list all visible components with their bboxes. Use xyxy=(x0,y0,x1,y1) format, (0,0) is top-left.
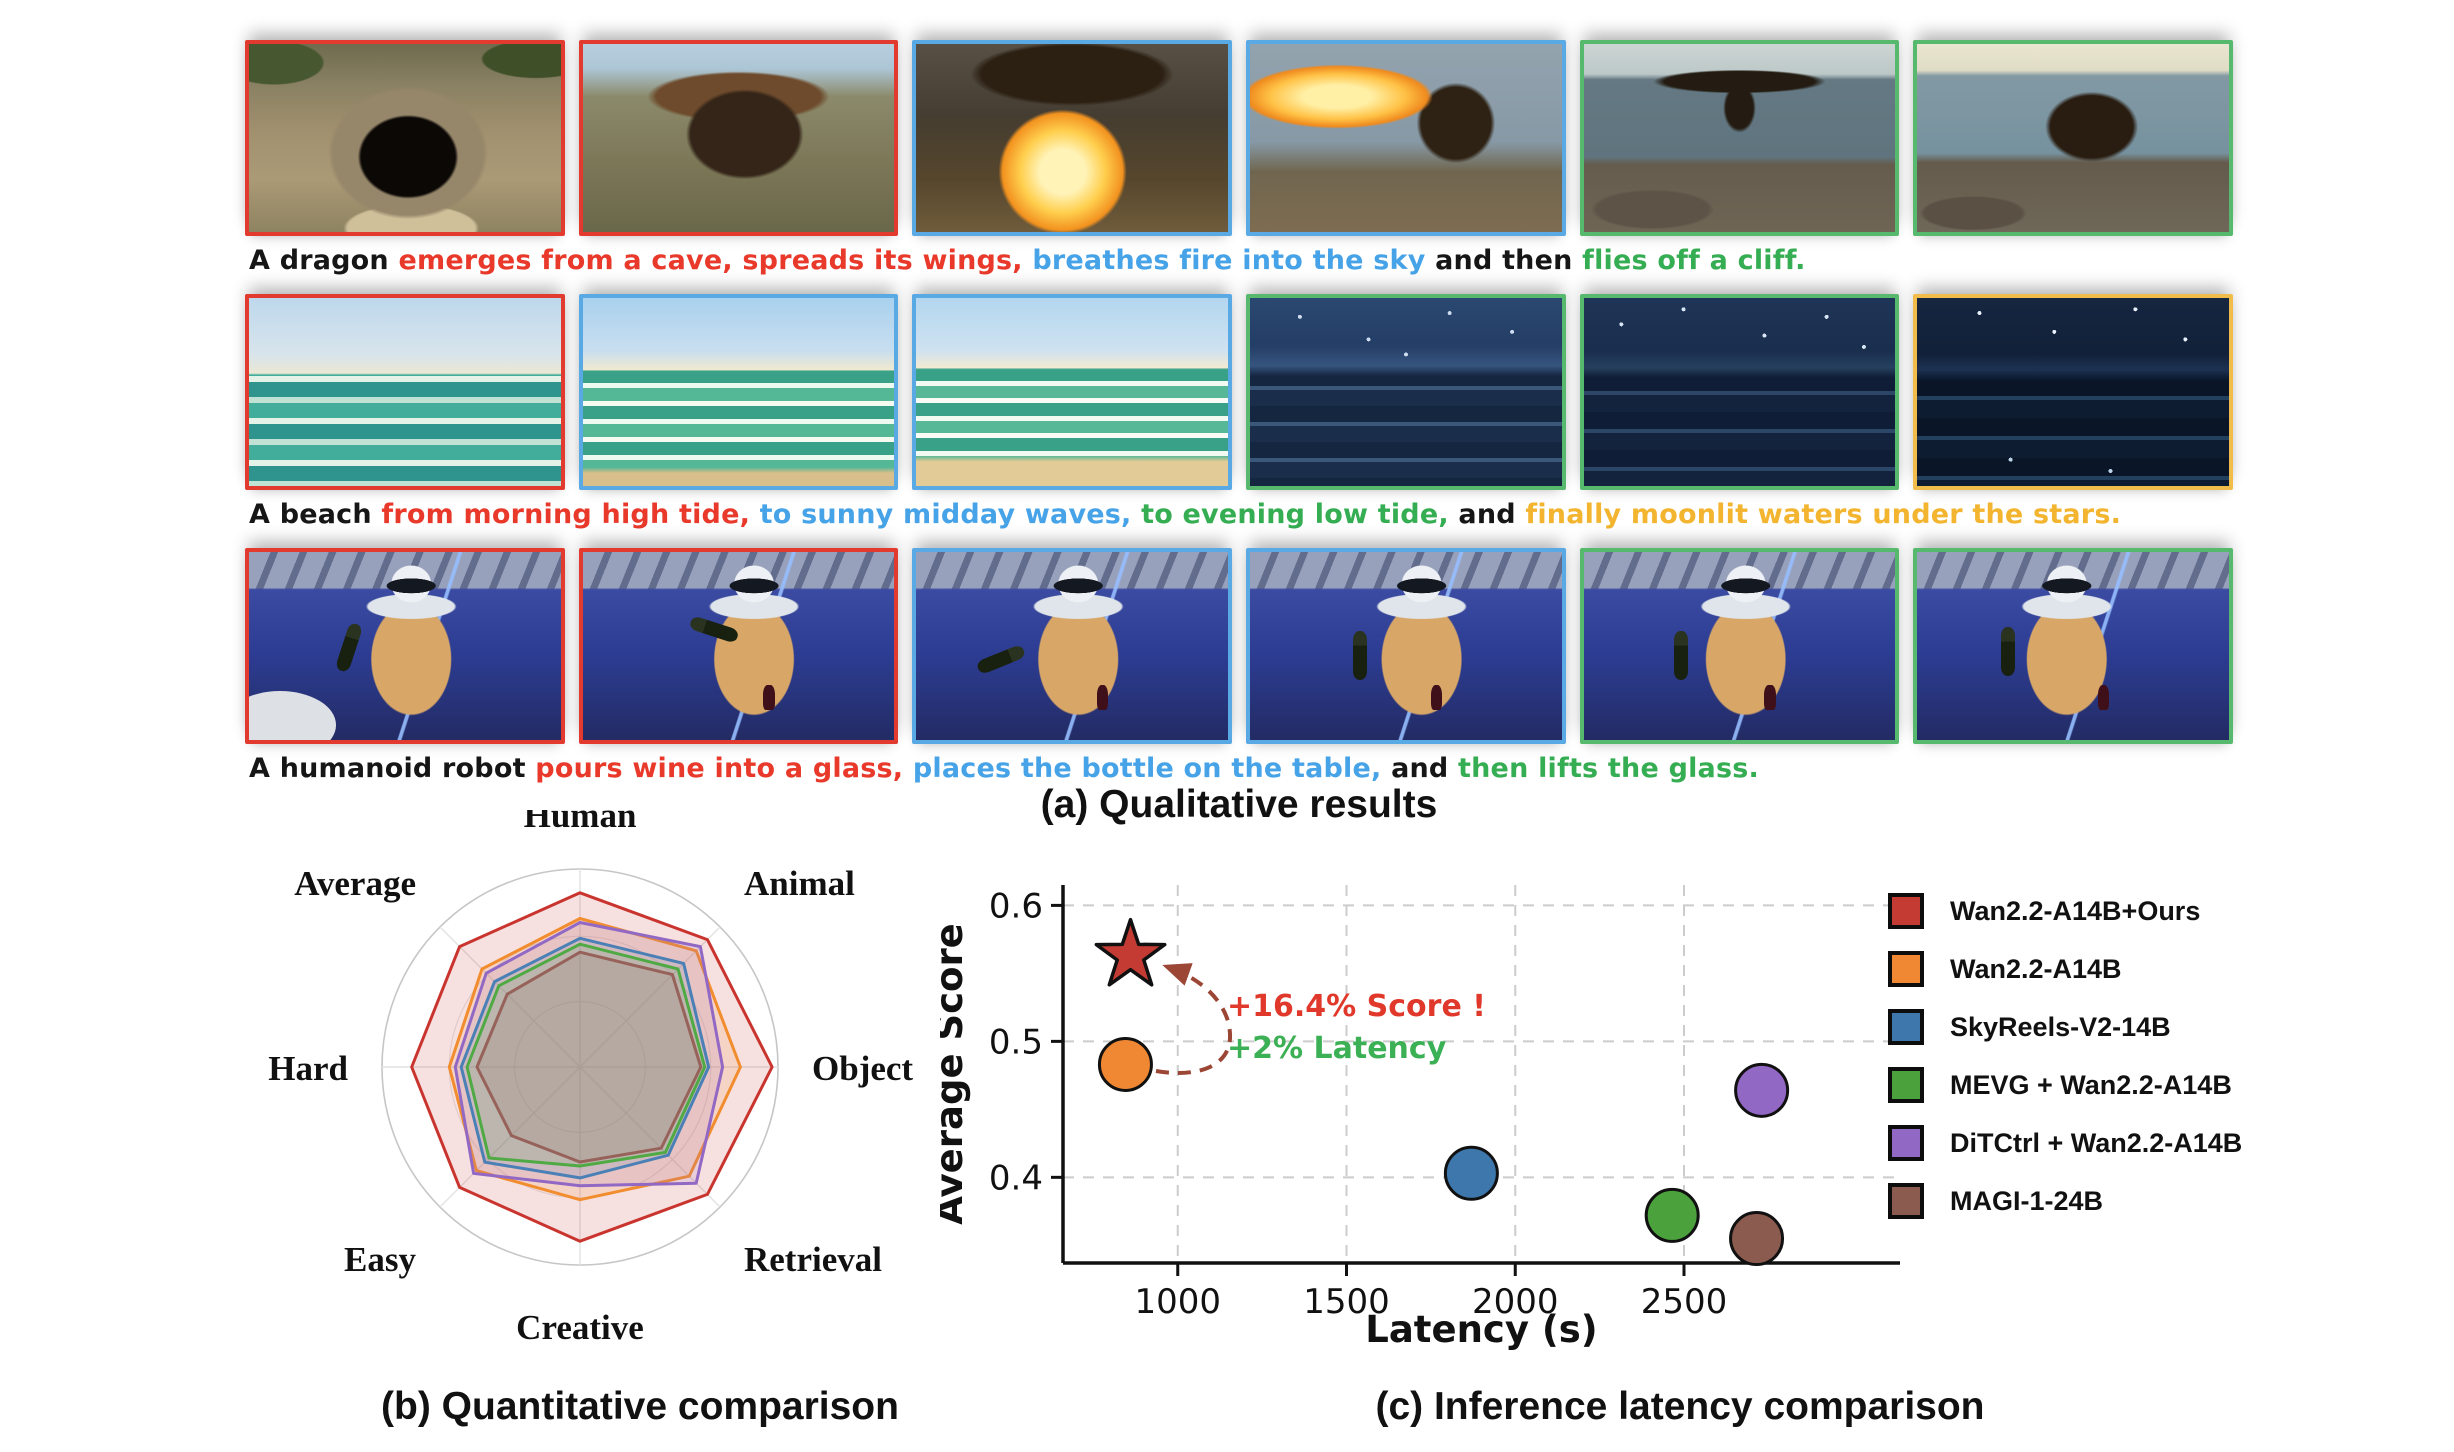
panel-qualitative-results: A dragon emerges from a cave, spreads it… xyxy=(245,40,2233,802)
y-tick-label: 0.4 xyxy=(989,1158,1043,1198)
caption-segment: and xyxy=(1458,499,1526,530)
latency-scatter-chart: 1000 1500 2000 2500 0.4 0.5 0.6 Latency (s) Aver… xyxy=(940,885,1900,1350)
radar-series-Wan2.2-A14B xyxy=(447,917,742,1202)
x-tick-label: 2000 xyxy=(1472,1282,1559,1322)
radar-axis-label: Creative xyxy=(516,1308,644,1347)
chart-legend: Wan2.2-A14B+Ours Wan2.2-A14B SkyReels-V2-1… xyxy=(1888,893,2242,1241)
frame-row-caption: A dragon emerges from a cave, spreads it… xyxy=(249,242,2233,280)
caption-segment: and then xyxy=(1425,245,1583,276)
point-Wan2.2-A14B xyxy=(1097,1036,1153,1092)
y-axis-title: Average Score xyxy=(940,923,971,1225)
radar-axis-spoke xyxy=(439,1066,581,1208)
radar-series-MEVG + Wan2.2-A14B xyxy=(465,942,707,1168)
video-frame-beach-night xyxy=(1579,294,1900,490)
video-frame-dragon-cliff-wings xyxy=(1579,40,1900,236)
annotation-text: +16.4% Score ! xyxy=(1227,989,1486,1024)
panel-c-title: (c) Inference latency comparison xyxy=(1375,1385,1985,1428)
point-SkyReels-V2-14B xyxy=(1443,1145,1499,1201)
legend-label: DiTCtrl + Wan2.2-A14B xyxy=(1950,1128,2243,1158)
video-frame-robot-lift-2 xyxy=(1913,548,2233,744)
video-frame-robot-place-1 xyxy=(912,548,1232,744)
caption-segment: finally moonlit waters under the stars. xyxy=(1525,499,2122,530)
legend-swatch xyxy=(1888,951,1924,987)
legend-item: SkyReels-V2-14B xyxy=(1888,1009,2242,1045)
video-frame-robot-lift-1 xyxy=(1579,548,1900,744)
legend-label: MAGI-1-24B xyxy=(1950,1186,2104,1216)
video-frame-beach-midday-2 xyxy=(912,294,1232,490)
caption-segment: breathes fire into the sky xyxy=(1032,245,1426,276)
video-frame-row xyxy=(245,548,2233,744)
radar-axis-label: Average xyxy=(294,864,416,903)
improvement-arrow xyxy=(1155,963,1233,1075)
frame-row-caption: A beach from morning high tide, to sunny… xyxy=(249,496,2233,534)
legend-swatch xyxy=(1888,1009,1924,1045)
caption-segment: then lifts the glass. xyxy=(1458,753,1759,784)
panel-b-title: (b) Quantitative comparison xyxy=(381,1385,899,1428)
radar-series-SkyReels-V2-14B xyxy=(459,936,711,1180)
video-frame-row xyxy=(245,294,2233,490)
legend-item: MAGI-1-24B xyxy=(1888,1183,2242,1219)
legend-swatch xyxy=(1888,1125,1924,1161)
panel-a-title: (a) Qualitative results xyxy=(1040,783,1438,826)
caption-segment: pours wine into a glass, xyxy=(535,753,913,784)
legend-label: MEVG + Wan2.2-A14B xyxy=(1950,1070,2232,1100)
point-Wan2.2-A14B+Ours xyxy=(1094,917,1167,987)
video-frame-robot-place-2 xyxy=(1245,548,1566,744)
x-axis-title: Latency (s) xyxy=(1365,1308,1597,1350)
legend-swatch xyxy=(1888,1183,1924,1219)
legend-label: Wan2.2-A14B+Ours xyxy=(1950,896,2201,926)
video-frame-robot-pour xyxy=(578,548,899,744)
radar-axis-spoke xyxy=(439,926,581,1068)
radar-series-DiTCtrl + Wan2.2-A14B xyxy=(453,921,725,1188)
video-frame-beach-evening xyxy=(1245,294,1566,490)
caption-segment: A dragon xyxy=(249,245,399,276)
video-frame-beach-midday-1 xyxy=(578,294,899,490)
y-tick-label: 0.5 xyxy=(989,1022,1043,1062)
video-frame-dragon-fire-sky xyxy=(912,40,1232,236)
y-tick-label: 0.6 xyxy=(989,886,1043,926)
caption-segment: to sunny midday waves, xyxy=(759,499,1142,530)
legend-swatch xyxy=(1888,1067,1924,1103)
video-frame-dragon-fire-cliff xyxy=(1245,40,1566,236)
video-frame-dragon-flyoff xyxy=(1913,40,2233,236)
video-frame-dragon-emerge xyxy=(578,40,899,236)
video-frame-beach-moonlit xyxy=(1913,294,2233,490)
radar-axis-label: Human xyxy=(524,810,637,835)
radar-axis-label: Hard xyxy=(268,1049,348,1088)
legend-swatch xyxy=(1888,893,1924,929)
video-frame-robot-hold xyxy=(245,548,565,744)
x-tick-label: 2500 xyxy=(1641,1282,1728,1322)
caption-segment: emerges from a cave, spreads its wings, xyxy=(398,245,1033,276)
x-tick-label: 1500 xyxy=(1303,1282,1390,1322)
radar-series-MAGI-1-24B xyxy=(475,950,703,1164)
annotation-text: +2% Latency xyxy=(1227,1031,1447,1066)
radar-chart: Human Animal Object Retrieval Creative Easy Ha… xyxy=(268,810,913,1347)
legend-label: Wan2.2-A14B xyxy=(1950,954,2122,984)
legend-item: Wan2.2-A14B xyxy=(1888,951,2242,987)
legend-item: MEVG + Wan2.2-A14B xyxy=(1888,1067,2242,1103)
caption-segment: A beach xyxy=(249,499,382,530)
frame-row-caption: A humanoid robot pours wine into a glass… xyxy=(249,750,2233,788)
legend-item: Wan2.2-A14B+Ours xyxy=(1888,893,2242,929)
radar-axis-label: Retrieval xyxy=(744,1240,882,1279)
radar-axis-label: Object xyxy=(812,1049,913,1088)
radar-axis-label: Animal xyxy=(744,864,855,903)
point-MEVG + Wan2.2-A14B xyxy=(1644,1187,1700,1243)
video-frame-beach-morning xyxy=(245,294,565,490)
caption-segment: from morning high tide, xyxy=(381,499,760,530)
point-MAGI-1-24B xyxy=(1729,1211,1785,1267)
x-tick-label: 1000 xyxy=(1134,1282,1221,1322)
caption-segment: flies off a cliff. xyxy=(1582,245,1806,276)
caption-segment: A humanoid robot xyxy=(249,753,536,784)
radar-axis-label: Easy xyxy=(344,1240,416,1279)
point-DiTCtrl + Wan2.2-A14B xyxy=(1734,1062,1790,1118)
legend-label: SkyReels-V2-14B xyxy=(1950,1012,2171,1042)
video-frame-dragon-cave xyxy=(245,40,565,236)
caption-segment: places the bottle on the table, xyxy=(912,753,1392,784)
caption-segment: and xyxy=(1391,753,1459,784)
caption-segment: to evening low tide, xyxy=(1141,499,1459,530)
video-frame-row xyxy=(245,40,2233,236)
legend-item: DiTCtrl + Wan2.2-A14B xyxy=(1888,1125,2242,1161)
